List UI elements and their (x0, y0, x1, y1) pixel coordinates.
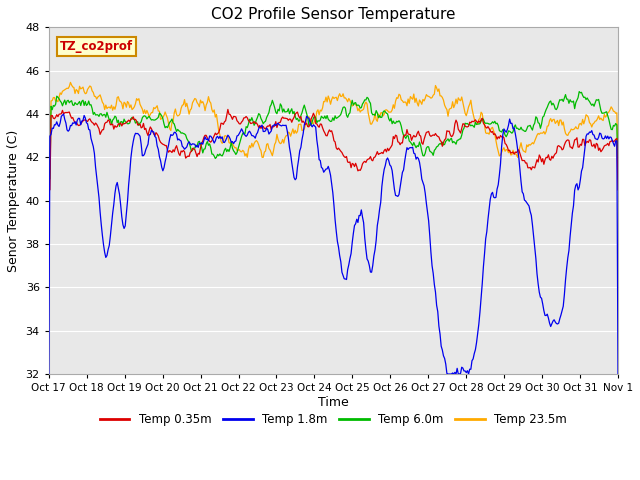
Text: TZ_co2prof: TZ_co2prof (60, 40, 133, 53)
Title: CO2 Profile Sensor Temperature: CO2 Profile Sensor Temperature (211, 7, 456, 22)
Legend: Temp 0.35m, Temp 1.8m, Temp 6.0m, Temp 23.5m: Temp 0.35m, Temp 1.8m, Temp 6.0m, Temp 2… (95, 408, 572, 431)
Y-axis label: Senor Temperature (C): Senor Temperature (C) (7, 130, 20, 272)
X-axis label: Time: Time (318, 396, 349, 409)
